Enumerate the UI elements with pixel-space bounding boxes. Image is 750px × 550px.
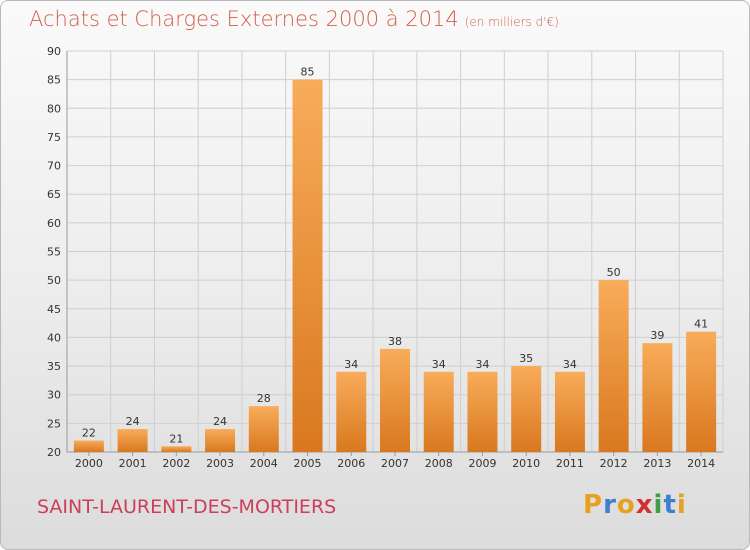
data-labels: 22 24 21 24 28 85 34 38 34 34 35 34 50 39 41 xyxy=(82,66,708,446)
x-tick-label: 2014 xyxy=(687,457,715,470)
y-tick-label: 40 xyxy=(47,331,61,344)
data-label: 34 xyxy=(563,358,577,371)
bar xyxy=(336,371,367,452)
y-tick-label: 75 xyxy=(47,131,61,144)
x-tick-label: 2001 xyxy=(119,457,147,470)
y-tick-label: 50 xyxy=(47,274,61,287)
bars xyxy=(73,79,717,453)
brand-logo: Proxiti xyxy=(583,490,687,520)
data-label: 41 xyxy=(694,318,708,331)
bar xyxy=(73,440,104,452)
data-label: 34 xyxy=(475,358,489,371)
bar xyxy=(642,343,673,452)
location-name: SAINT-LAURENT-DES-MORTIERS xyxy=(37,496,337,518)
y-tick-label: 20 xyxy=(47,446,61,459)
data-label: 22 xyxy=(82,427,96,440)
y-tick-label: 70 xyxy=(47,160,61,173)
brand-letter: i xyxy=(676,490,687,520)
bar xyxy=(598,280,629,452)
data-label: 85 xyxy=(301,66,315,79)
data-label: 39 xyxy=(650,329,664,342)
x-tick-label: 2004 xyxy=(250,457,278,470)
x-tick-label: 2002 xyxy=(162,457,190,470)
y-tick-label: 65 xyxy=(47,188,61,201)
brand-letter: t xyxy=(663,490,677,520)
brand-letter: o xyxy=(616,490,636,520)
brand-letter: r xyxy=(603,490,617,520)
tick-labels: 20 25 30 35 40 45 50 55 60 65 70 75 80 85 90 2000 2001 20… xyxy=(47,45,715,470)
chart-title-text: Achats et Charges Externes 2000 à 2014 xyxy=(29,7,459,31)
data-label: 21 xyxy=(169,432,183,445)
bar xyxy=(248,406,279,452)
x-tick-label: 2012 xyxy=(600,457,628,470)
data-label: 35 xyxy=(519,352,533,365)
x-tick-label: 2011 xyxy=(556,457,584,470)
y-tick-label: 55 xyxy=(47,246,61,259)
bar xyxy=(161,446,192,452)
x-tick-label: 2009 xyxy=(468,457,496,470)
y-tick-label: 45 xyxy=(47,303,61,316)
brand-letter: x xyxy=(635,490,654,520)
data-label: 24 xyxy=(126,415,140,428)
data-label: 38 xyxy=(388,335,402,348)
x-tick-label: 2003 xyxy=(206,457,234,470)
y-tick-label: 30 xyxy=(47,389,61,402)
bar xyxy=(686,331,717,452)
brand-letter: P xyxy=(583,490,604,520)
data-label: 24 xyxy=(213,415,227,428)
y-tick-label: 85 xyxy=(47,74,61,87)
x-tick-label: 2005 xyxy=(294,457,322,470)
bar xyxy=(554,371,585,452)
bar xyxy=(117,429,148,452)
x-tick-label: 2007 xyxy=(381,457,409,470)
bar xyxy=(423,371,454,452)
y-tick-label: 80 xyxy=(47,102,61,115)
chart-title: Achats et Charges Externes 2000 à 2014 (e… xyxy=(29,7,559,31)
x-tick-label: 2013 xyxy=(643,457,671,470)
data-label: 34 xyxy=(432,358,446,371)
bar xyxy=(511,366,542,452)
bar xyxy=(292,79,323,453)
bar xyxy=(380,348,410,452)
data-label: 34 xyxy=(344,358,358,371)
x-tick-label: 2006 xyxy=(337,457,365,470)
y-tick-label: 60 xyxy=(47,217,61,230)
y-tick-label: 90 xyxy=(47,45,61,58)
y-tick-label: 35 xyxy=(47,360,61,373)
x-tick-label: 2010 xyxy=(512,457,540,470)
data-label: 50 xyxy=(607,266,621,279)
data-label: 28 xyxy=(257,392,271,405)
y-tick-label: 25 xyxy=(47,417,61,430)
chart-unit: (en milliers d'€) xyxy=(464,15,559,29)
brand-letter: i xyxy=(653,490,664,520)
x-tick-label: 2000 xyxy=(75,457,103,470)
bar xyxy=(467,371,498,452)
x-tick-label: 2008 xyxy=(425,457,453,470)
bar xyxy=(205,429,236,452)
